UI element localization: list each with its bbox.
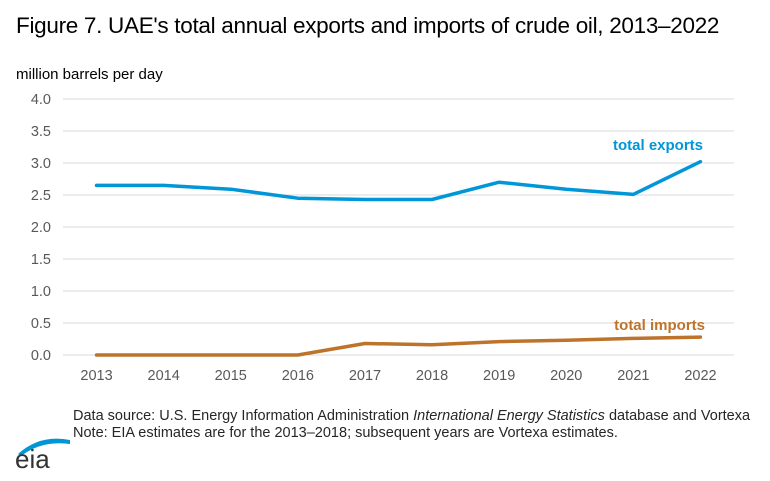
estimates-note: Note: EIA estimates are for the 2013–201… bbox=[73, 425, 618, 441]
y-tick-label: 0.5 bbox=[31, 316, 51, 332]
x-tick-label: 2020 bbox=[550, 368, 582, 384]
series-label-exports: total exports bbox=[613, 137, 703, 154]
series-lines bbox=[94, 159, 703, 357]
logo-arc-icon bbox=[18, 438, 70, 456]
y-tick-label: 2.0 bbox=[31, 220, 51, 236]
x-tick-label: 2014 bbox=[148, 368, 180, 384]
x-tick-label: 2021 bbox=[617, 368, 649, 384]
x-tick-label: 2019 bbox=[483, 368, 515, 384]
gridlines bbox=[63, 98, 734, 356]
data-source-note: Data source: U.S. Energy Information Adm… bbox=[73, 408, 751, 424]
x-tick-label: 2016 bbox=[282, 368, 314, 384]
y-tick-label: 2.5 bbox=[31, 188, 51, 204]
eia-logo: eia bbox=[15, 438, 70, 472]
x-tick-label: 2018 bbox=[416, 368, 448, 384]
series-line-total-exports bbox=[94, 159, 703, 202]
series-line-total-imports bbox=[94, 335, 703, 357]
x-axis-ticks: 2013 2014 2015 2016 2017 2018 2019 2020 2021 2022 bbox=[80, 368, 716, 384]
y-tick-label: 3.0 bbox=[31, 156, 51, 172]
logo-text: eia bbox=[15, 444, 50, 472]
x-tick-label: 2022 bbox=[684, 368, 716, 384]
x-tick-label: 2015 bbox=[215, 368, 247, 384]
line-chart: 0.0 0.5 1.0 1.5 2.0 2.5 3.0 3.5 4.0 2013 2014 2015… bbox=[31, 92, 734, 384]
y-axis-units-label: million barrels per day bbox=[16, 66, 163, 83]
series-label-imports: total imports bbox=[614, 317, 705, 334]
x-tick-label: 2017 bbox=[349, 368, 381, 384]
y-tick-label: 1.0 bbox=[31, 284, 51, 300]
y-tick-label: 0.0 bbox=[31, 348, 51, 364]
y-tick-label: 3.5 bbox=[31, 124, 51, 140]
chart-footer: Data source: U.S. Energy Information Adm… bbox=[73, 408, 753, 442]
y-axis-ticks: 0.0 0.5 1.0 1.5 2.0 2.5 3.0 3.5 4.0 bbox=[31, 92, 51, 364]
x-tick-label: 2013 bbox=[80, 368, 112, 384]
y-tick-label: 4.0 bbox=[31, 92, 51, 108]
chart-title: Figure 7. UAE's total annual exports and… bbox=[16, 13, 720, 38]
y-tick-label: 1.5 bbox=[31, 252, 51, 268]
